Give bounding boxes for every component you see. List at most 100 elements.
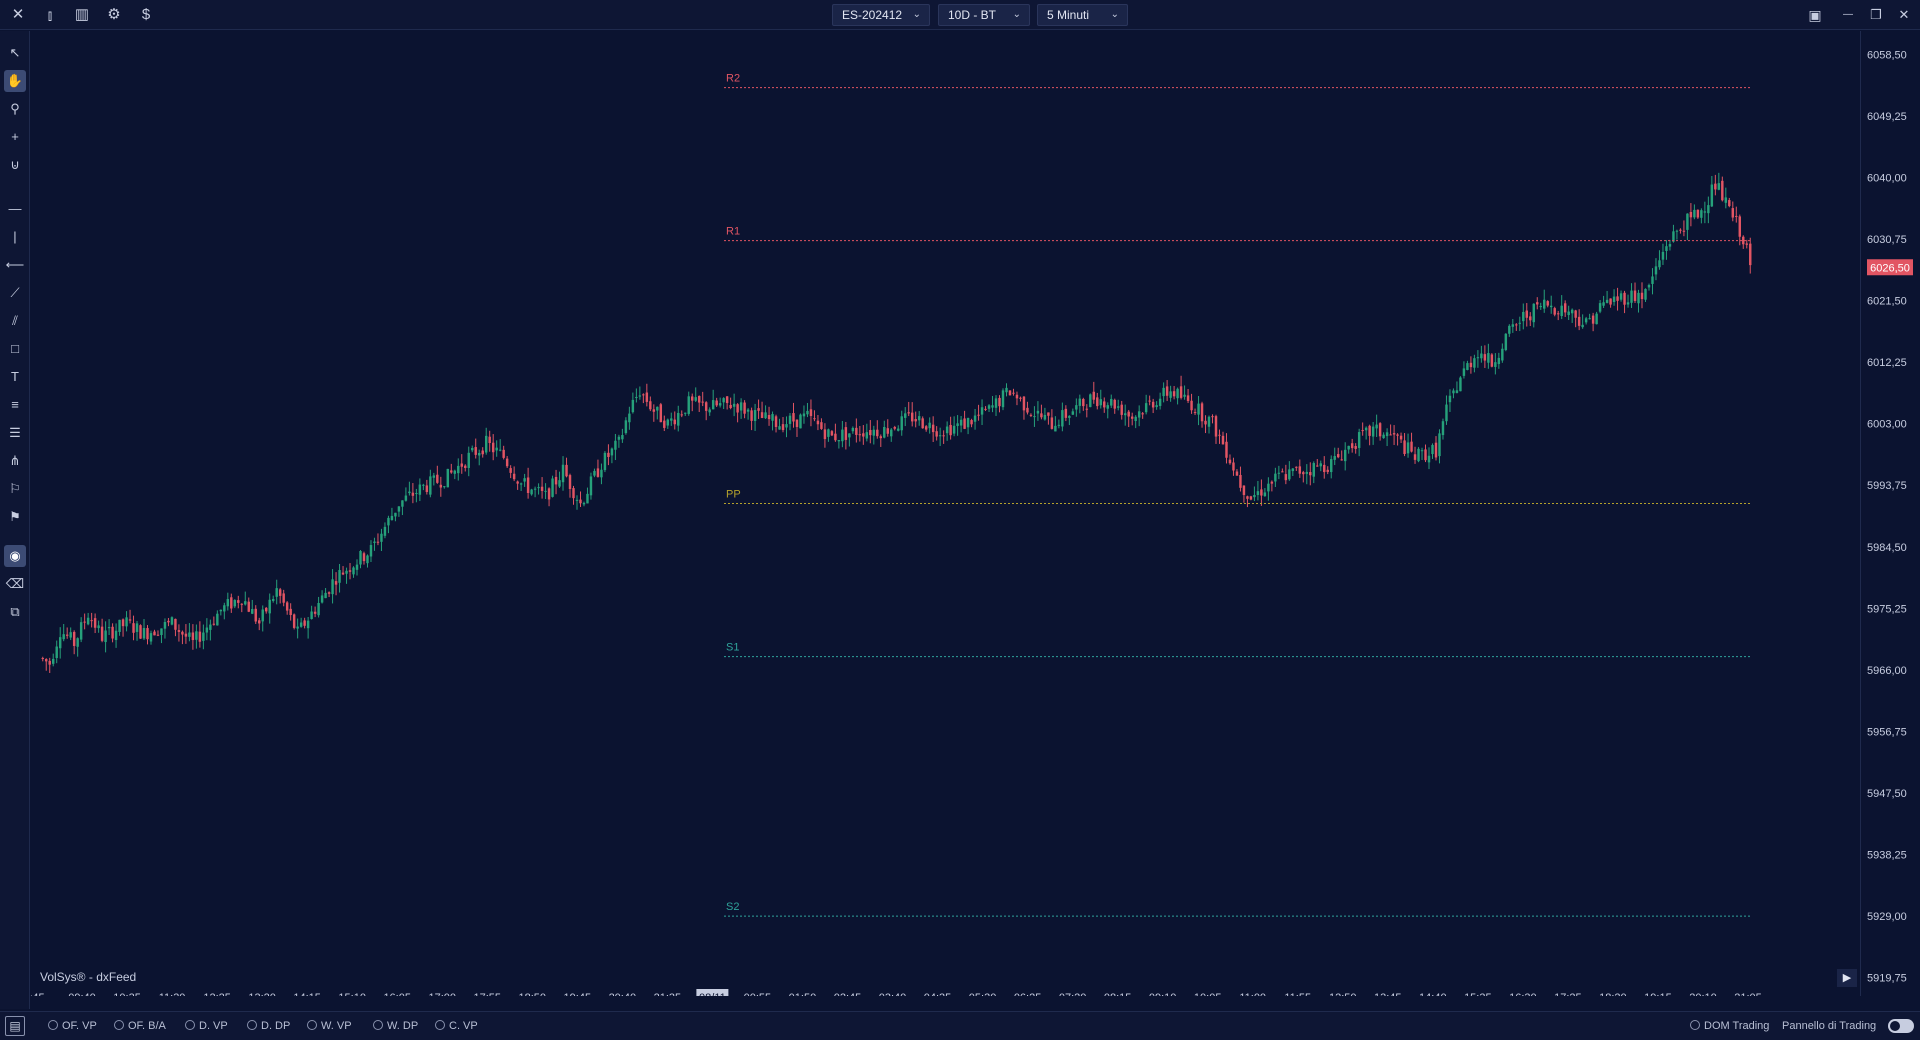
candle-body	[464, 465, 467, 469]
candle-body	[1665, 246, 1668, 251]
close-icon[interactable]: ✕	[11, 6, 25, 23]
rectangle-icon[interactable]: □	[11, 341, 19, 356]
pointer-icon[interactable]: ↖	[9, 45, 21, 60]
layers-icon[interactable]: ⧉	[10, 604, 20, 619]
candle-body	[711, 400, 715, 410]
candle-body	[408, 491, 411, 494]
indicator-option[interactable]: W. VP	[307, 1019, 352, 1033]
candle-body	[1130, 416, 1134, 419]
hand-icon[interactable]: ✋	[4, 70, 26, 92]
candle-body	[795, 419, 799, 427]
position-icon[interactable]: ⚐	[9, 481, 21, 496]
dom-trading-option[interactable]: DOM Trading	[1690, 1019, 1769, 1033]
candle-body	[1256, 491, 1260, 495]
channel-icon[interactable]: ⫽	[12, 313, 18, 328]
trend-line-icon[interactable]: ⟋	[10, 285, 20, 300]
fib-icon[interactable]: ≡	[11, 397, 19, 412]
candle-body	[1563, 303, 1567, 313]
candle-body	[603, 452, 607, 471]
layout-toggle-icon[interactable]: ▣	[1808, 7, 1822, 23]
indicator-option[interactable]: OF. VP	[48, 1019, 97, 1033]
candle-body	[1459, 377, 1462, 392]
bar-chart-icon[interactable]: ▥	[74, 6, 90, 23]
window-close-icon[interactable]: ✕	[1898, 7, 1910, 22]
candle-body	[858, 434, 862, 436]
indicator-option[interactable]: D. DP	[247, 1019, 290, 1033]
candle-body	[1693, 209, 1696, 218]
candle-body	[1117, 406, 1120, 408]
indicator-option[interactable]: W. DP	[373, 1019, 418, 1033]
candle-body	[670, 418, 673, 421]
candle-body	[816, 420, 820, 425]
candle-body	[1644, 288, 1647, 300]
candle-body	[341, 572, 345, 575]
time-tick-label: 08/11	[699, 992, 726, 996]
restore-icon[interactable]: ❐	[1870, 7, 1882, 22]
candle-body	[883, 426, 886, 438]
crosshair-icon[interactable]: +	[11, 129, 19, 144]
candle-body	[879, 436, 883, 439]
candle-body	[76, 638, 79, 647]
candle-body	[1288, 469, 1291, 480]
range-dropdown[interactable]: 10D - BT ⌄	[938, 4, 1030, 26]
zoom-icon[interactable]: ⚲	[10, 101, 20, 116]
price-tick-label: 6049,25	[1867, 111, 1907, 123]
candles-icon[interactable]: ⫾	[47, 7, 53, 23]
price-tick-label: 6021,50	[1867, 296, 1907, 308]
timeframe-dropdown[interactable]: 5 Minuti ⌄	[1037, 4, 1128, 26]
volume-icon[interactable]: ⚑	[9, 509, 21, 524]
candle-body	[1371, 426, 1375, 437]
candle-body	[743, 402, 746, 414]
candle-body	[596, 468, 600, 477]
candle-body	[1455, 390, 1459, 393]
indicator-option[interactable]: OF. B/A	[114, 1019, 166, 1033]
price-tick-label: 6058,50	[1867, 49, 1907, 61]
price-chart[interactable]: R2 R1 PP S1 S2:45 09:40 10:35 11:30 12:25 13:20 14…	[31, 31, 1860, 996]
candle-body	[1406, 442, 1410, 454]
candle-body	[778, 426, 781, 430]
pitchfork-icon[interactable]: ⋔	[9, 453, 21, 468]
lines-icon[interactable]: ☰	[9, 425, 21, 440]
indicator-option[interactable]: C. VP	[435, 1019, 478, 1033]
text-icon[interactable]: T	[11, 369, 19, 384]
radio-icon	[1690, 1020, 1700, 1030]
horizontal-line-icon[interactable]: —	[8, 201, 22, 216]
magnet-icon[interactable]: ⊍	[10, 157, 20, 172]
candle-body	[760, 412, 764, 418]
symbol-dropdown[interactable]: ES-202412 ⌄	[832, 4, 930, 26]
candle-body	[184, 633, 188, 637]
scroll-to-latest-button[interactable]: ▶	[1837, 969, 1857, 987]
candle-body	[1511, 324, 1515, 327]
candle-body	[411, 492, 415, 496]
panel-icon[interactable]: ▤	[5, 1016, 25, 1036]
candle-body	[725, 396, 729, 404]
candle-body	[512, 473, 516, 480]
indicator-option[interactable]: D. VP	[185, 1019, 228, 1033]
price-tick-label: 5956,75	[1867, 726, 1907, 738]
candle-body	[1728, 200, 1731, 207]
candle-body	[792, 413, 795, 422]
candle-body	[1549, 305, 1553, 308]
trading-panel-toggle[interactable]	[1888, 1019, 1914, 1033]
eye-icon[interactable]: ◉	[4, 545, 26, 567]
vertical-line-icon[interactable]: |	[13, 229, 17, 244]
candle-body	[142, 628, 146, 639]
dollar-icon[interactable]: $	[141, 6, 151, 23]
pivot-label-s2: S2	[726, 901, 739, 913]
candle-body	[1745, 243, 1748, 245]
minimize-icon[interactable]: —	[1843, 9, 1853, 20]
candle-body	[1700, 210, 1703, 218]
candle-body	[624, 420, 628, 434]
eraser-icon[interactable]: ⌫	[5, 576, 25, 591]
price-axis[interactable]: 6058,50 6049,25 6040,00 6030,75 6021,50 6012,…	[1860, 31, 1920, 996]
candle-body	[1630, 290, 1633, 303]
time-axis[interactable]: :45 09:40 10:35 11:30 12:25 13:20 14:15 15:10 16…	[31, 989, 1762, 996]
gear-icon[interactable]: ⚙	[107, 6, 121, 23]
candle-body	[502, 449, 505, 458]
candle-body	[767, 415, 771, 420]
ray-icon[interactable]: ⟵	[5, 257, 25, 272]
candle-body	[505, 458, 509, 467]
candle-body	[1340, 459, 1343, 461]
candle-body	[523, 478, 526, 482]
candle-body	[289, 608, 292, 615]
